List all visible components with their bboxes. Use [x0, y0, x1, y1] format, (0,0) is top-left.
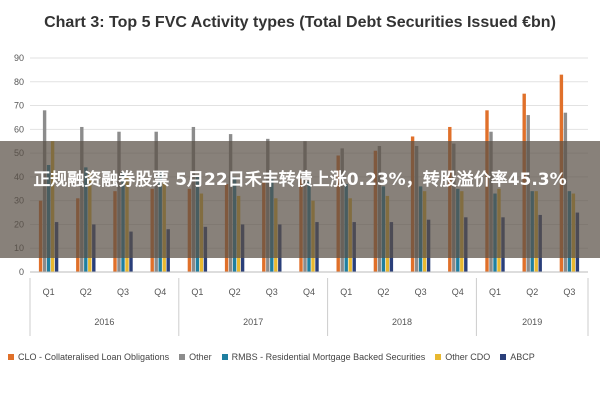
x-tick-label: Q2 [229, 287, 241, 297]
legend-item: Other CDO [435, 352, 490, 362]
legend-swatch [500, 354, 507, 360]
x-tick-label: Q2 [526, 287, 538, 297]
x-tick-label: Q3 [563, 287, 575, 297]
y-tick-label: 70 [14, 101, 24, 111]
legend-swatch [179, 354, 186, 360]
x-tick-label: Q4 [303, 287, 315, 297]
legend-label: Other [189, 352, 212, 362]
chart-legend: CLO - Collateralised Loan Obligations Oth… [8, 352, 598, 362]
x-tick-label: Q1 [43, 287, 55, 297]
legend-item: ABCP [500, 352, 535, 362]
x-tick-label: Q4 [452, 287, 464, 297]
headline-overlay-text: 正规融资融券股票 5月22日禾丰转债上涨0.23%，转股溢价率45.3% [33, 170, 567, 190]
x-tick-label: Q4 [154, 287, 166, 297]
legend-label: ABCP [510, 352, 535, 362]
legend-swatch [8, 354, 14, 360]
y-tick-label: 80 [14, 77, 24, 87]
x-tick-label: Q2 [80, 287, 92, 297]
legend-item: RMBS - Residential Mortgage Backed Secur… [221, 352, 426, 362]
x-tick-label: Q1 [191, 287, 203, 297]
y-tick-label: 0 [19, 267, 24, 277]
legend-swatch [221, 354, 228, 360]
legend-item: Other [179, 352, 212, 362]
x-group-label: 2018 [392, 317, 412, 327]
y-tick-label: 60 [14, 124, 24, 134]
legend-item: CLO - Collateralised Loan Obligations [8, 352, 169, 362]
y-tick-label: 90 [14, 53, 24, 63]
x-tick-label: Q3 [117, 287, 129, 297]
x-group-label: 2016 [94, 317, 114, 327]
headline-overlay-band [0, 141, 600, 258]
chart-title: Chart 3: Top 5 FVC Activity types (Total… [44, 14, 556, 31]
x-tick-label: Q1 [340, 287, 352, 297]
x-tick-label: Q1 [489, 287, 501, 297]
x-tick-label: Q2 [377, 287, 389, 297]
legend-label: CLO - Collateralised Loan Obligations [18, 352, 170, 362]
x-group-label: 2017 [243, 317, 263, 327]
x-group-label: 2019 [522, 317, 542, 327]
legend-swatch [435, 354, 442, 360]
x-tick-label: Q3 [266, 287, 278, 297]
legend-label: RMBS - Residential Mortgage Backed Secur… [231, 352, 426, 362]
x-tick-label: Q3 [415, 287, 427, 297]
legend-label: Other CDO [445, 352, 491, 362]
